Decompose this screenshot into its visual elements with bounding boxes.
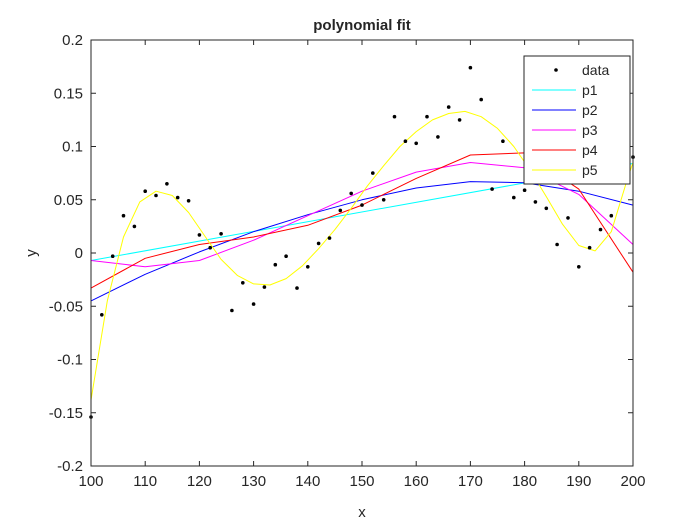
data-point xyxy=(425,114,429,119)
data-point xyxy=(577,265,581,269)
data-point xyxy=(349,191,354,196)
data-point xyxy=(273,262,278,267)
data-point xyxy=(100,313,104,317)
data-point xyxy=(522,188,527,192)
legend[interactable]: data p1 p2 p3 p4 p5 xyxy=(523,55,631,185)
data-point xyxy=(403,139,408,143)
data-point xyxy=(219,232,223,236)
data-point xyxy=(360,203,364,207)
data-point xyxy=(468,65,473,70)
y-tick-label: 0 xyxy=(75,245,83,262)
legend-label-p1: p1 xyxy=(582,82,598,98)
x-tick-label: 140 xyxy=(295,473,320,490)
data-point xyxy=(338,208,343,213)
x-axis-label: x xyxy=(358,504,366,521)
y-tick-label: 0.15 xyxy=(54,85,83,102)
data-point xyxy=(316,241,321,246)
y-tick-label: -0.2 xyxy=(57,458,83,475)
data-point xyxy=(501,139,505,143)
x-tick-label: 200 xyxy=(620,473,645,490)
data-point xyxy=(414,141,419,146)
y-tick-label: -0.1 xyxy=(57,352,83,369)
legend-label-p2: p2 xyxy=(582,102,598,118)
data-point xyxy=(186,199,191,203)
y-tick-label: 0.2 xyxy=(62,32,83,49)
y-tick-label: -0.05 xyxy=(49,298,83,315)
legend-label-p5: p5 xyxy=(582,162,598,178)
x-tick-label: 150 xyxy=(349,473,374,490)
data-point xyxy=(121,213,126,218)
series-line-p2 xyxy=(90,181,634,302)
data-point xyxy=(230,308,234,313)
x-tick-label: 190 xyxy=(566,473,591,490)
legend-marker-data xyxy=(554,68,558,72)
data-point xyxy=(598,227,603,232)
legend-label-p3: p3 xyxy=(582,122,598,138)
data-point xyxy=(587,245,592,250)
data-point xyxy=(446,105,451,109)
data-point xyxy=(165,182,169,186)
x-tick-label: 120 xyxy=(187,473,212,490)
data-point xyxy=(555,242,559,247)
data-point xyxy=(381,198,386,202)
plot-box xyxy=(90,39,634,467)
y-tick-label: -0.15 xyxy=(49,405,83,422)
x-tick-label: 170 xyxy=(458,473,483,490)
data-point xyxy=(132,224,137,229)
data-point xyxy=(544,206,549,211)
data-point xyxy=(479,97,484,102)
x-tick-label: 110 xyxy=(133,473,157,490)
data-point xyxy=(457,118,462,122)
legend-label-p4: p4 xyxy=(582,142,598,158)
data-point xyxy=(327,236,332,240)
data-point xyxy=(208,245,212,250)
data-point xyxy=(609,213,614,218)
x-tick-label: 180 xyxy=(512,473,537,490)
data-point xyxy=(197,233,202,237)
data-point xyxy=(175,195,180,200)
data-point xyxy=(490,187,494,191)
y-tick-label: 0.1 xyxy=(62,139,83,156)
data-point xyxy=(436,135,440,139)
x-tick-label: 100 xyxy=(78,473,103,490)
data-point xyxy=(284,254,288,258)
y-axis-ticks: -0.2 -0.15 -0.1 -0.05 0 0.05 0.1 0.15 0.2 xyxy=(49,32,633,475)
data-point xyxy=(306,265,310,269)
data-point xyxy=(512,195,516,200)
x-tick-label: 160 xyxy=(404,473,429,490)
data-point xyxy=(251,302,256,306)
data-point xyxy=(262,285,267,289)
data-points xyxy=(89,65,635,419)
data-point xyxy=(241,281,245,285)
data-point xyxy=(566,216,570,220)
x-tick-label: 130 xyxy=(241,473,266,490)
data-point xyxy=(154,193,158,198)
x-axis-ticks: 100 110 120 130 140 150 160 170 180 190 200 xyxy=(78,40,646,490)
y-axis-label: y xyxy=(23,249,40,257)
legend-box xyxy=(523,55,631,185)
series-line-p5 xyxy=(90,110,634,401)
data-point xyxy=(392,114,397,119)
data-point xyxy=(295,286,299,290)
legend-label-data: data xyxy=(582,62,609,78)
data-point xyxy=(533,200,538,204)
data-point xyxy=(110,254,115,258)
data-point xyxy=(371,171,375,175)
chart-title: polynomial fit xyxy=(313,17,411,34)
data-point xyxy=(143,189,147,193)
y-tick-label: 0.05 xyxy=(54,192,83,209)
